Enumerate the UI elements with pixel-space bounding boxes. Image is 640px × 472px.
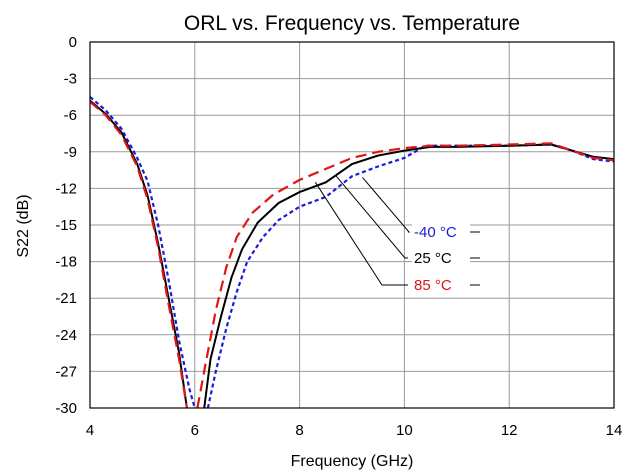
series-85C-line: [89, 100, 188, 409]
series-25C-line: [203, 143, 615, 409]
series--40C-line: [89, 96, 196, 409]
annotation-leader: [314, 182, 408, 286]
plot-frame: [89, 41, 615, 409]
x-tick-labels: 4 6 8 10 12 14: [86, 422, 623, 439]
y-tick-label: -15: [55, 217, 77, 234]
y-tick-label: -3: [64, 71, 77, 88]
y-axis-label: S22 (dB): [15, 194, 32, 257]
x-tick-label: 4: [86, 422, 94, 439]
x-tick-label: 12: [501, 422, 518, 439]
annotation-leader: [362, 177, 411, 233]
y-tick-label: -30: [55, 400, 77, 417]
chart-title: ORL vs. Frequency vs. Temperature: [184, 12, 520, 35]
y-tick-label: -12: [55, 180, 77, 197]
y-tick-label: -21: [55, 290, 77, 307]
y-tick-label: -24: [55, 327, 77, 344]
series-85C-line: [196, 142, 615, 409]
annotation-label: 85 °C: [414, 277, 452, 294]
series-lines: [89, 96, 615, 409]
y-tick-label: 0: [69, 34, 77, 51]
y-tick-label: -27: [55, 363, 77, 380]
annotation-bg: [412, 273, 470, 293]
grid: [89, 41, 615, 409]
x-tick-label: 6: [191, 422, 199, 439]
x-tick-label: 10: [396, 422, 413, 439]
annotations: -40 °C 25 °C 85 °C: [314, 175, 480, 294]
x-axis-label: Frequency (GHz): [291, 453, 414, 470]
annotation-bg: [412, 246, 470, 266]
x-tick-label: 8: [295, 422, 303, 439]
y-tick-label: -9: [64, 144, 77, 161]
y-tick-label: -6: [64, 107, 77, 124]
series--40C-line: [206, 143, 615, 409]
annotation-bg: [412, 220, 470, 240]
series-25C-line: [89, 99, 188, 409]
annotation-label: 25 °C: [414, 250, 452, 267]
x-tick-label: 14: [606, 422, 623, 439]
annotation-label: -40 °C: [414, 224, 457, 241]
annotation-leader: [335, 175, 408, 259]
y-tick-label: -18: [55, 254, 77, 271]
y-tick-labels: 0 -3 -6 -9 -12 -15 -18 -21 -24 -27 -30: [55, 34, 77, 417]
